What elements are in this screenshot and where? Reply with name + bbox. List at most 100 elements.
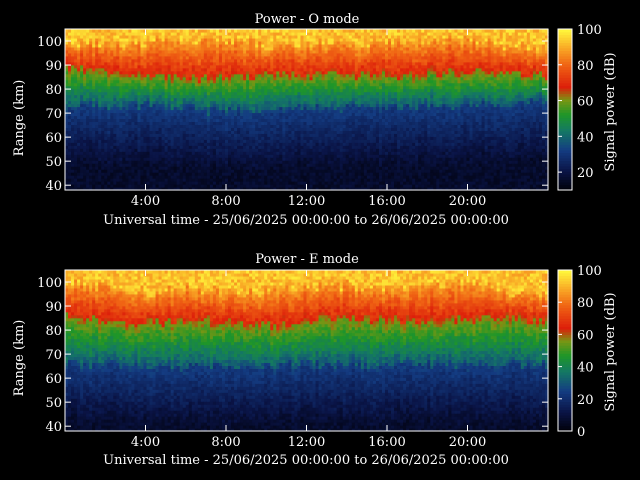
heatmap-cell (68, 145, 72, 149)
heatmap-cell (113, 94, 117, 99)
heatmap-cell (104, 31, 108, 36)
heatmap-cell (95, 82, 99, 87)
heatmap-cell (65, 166, 69, 170)
heatmap-cell (119, 142, 123, 146)
heatmap-cell (173, 142, 178, 146)
heatmap-cell (113, 73, 117, 78)
heatmap-cell (128, 85, 133, 90)
heatmap-cell (206, 49, 211, 54)
heatmap-cell (243, 70, 247, 75)
heatmap-cell (158, 115, 163, 120)
heatmap-cell (234, 29, 238, 33)
heatmap-cell (218, 55, 223, 60)
heatmap-cell (155, 61, 160, 66)
heatmap-cell (194, 109, 199, 114)
heatmap-cell (231, 67, 235, 72)
heatmap-cell (209, 61, 214, 66)
heatmap-cell (243, 82, 247, 87)
heatmap-cell (194, 73, 199, 78)
heatmap-cell (224, 157, 229, 161)
heatmap-cell (228, 43, 232, 48)
heatmap-cell (240, 91, 244, 96)
heatmap-cell (173, 145, 178, 149)
heatmap-cell (228, 124, 232, 128)
heatmap-cell (170, 100, 175, 105)
heatmap-cell (140, 40, 145, 45)
heatmap-cell (158, 55, 163, 60)
heatmap-cell (68, 139, 72, 143)
heatmap-cell (80, 148, 84, 152)
heatmap-cell (188, 121, 193, 126)
heatmap-cell (65, 169, 69, 173)
heatmap-cell (185, 82, 190, 87)
heatmap-cell (140, 52, 145, 57)
heatmap-cell (194, 55, 199, 60)
heatmap-cell (209, 58, 214, 63)
heatmap-cell (173, 127, 178, 131)
heatmap-cell (161, 70, 166, 75)
heatmap-cell (83, 136, 87, 140)
heatmap-cell (224, 118, 229, 123)
heatmap-cell (149, 133, 154, 137)
heatmap-cell (221, 73, 226, 78)
heatmap-cell (161, 130, 166, 134)
heatmap-cell (194, 97, 199, 102)
heatmap-cell (167, 118, 172, 123)
heatmap-cell (231, 103, 235, 108)
heatmap-cell (200, 103, 205, 108)
heatmap-cell (80, 55, 84, 60)
heatmap-cell (209, 166, 214, 170)
heatmap-cell (158, 91, 163, 96)
heatmap-cell (188, 37, 193, 42)
heatmap-cell (83, 37, 87, 42)
heatmap-cell (185, 118, 190, 123)
heatmap-cell (185, 148, 190, 152)
heatmap-cell (158, 31, 163, 36)
heatmap-cell (77, 55, 81, 60)
heatmap-cell (152, 103, 157, 108)
heatmap-cell (179, 79, 184, 84)
heatmap-cell (83, 58, 87, 63)
heatmap-cell (131, 112, 136, 117)
heatmap-cell (110, 166, 114, 170)
heatmap-cell (107, 136, 111, 140)
heatmap-cell (104, 115, 108, 120)
heatmap-cell (164, 139, 169, 143)
heatmap-cell (71, 29, 75, 33)
heatmap-cell (98, 76, 102, 81)
heatmap-cell (191, 184, 196, 188)
heatmap-cell (206, 46, 211, 51)
heatmap-cell (89, 67, 93, 72)
heatmap-cell (95, 184, 99, 188)
heatmap-cell (113, 187, 117, 191)
heatmap-cell (146, 169, 151, 173)
heatmap-cell (92, 64, 96, 69)
heatmap-cell (77, 43, 81, 48)
heatmap-cell (194, 91, 199, 96)
heatmap-cell (71, 133, 75, 137)
heatmap-cell (107, 52, 111, 57)
heatmap-cell (140, 103, 145, 108)
heatmap-cell (89, 136, 93, 140)
heatmap-cell (224, 115, 229, 120)
heatmap-cell (197, 46, 202, 51)
heatmap-cell (179, 29, 184, 33)
heatmap-cell (122, 166, 126, 170)
heatmap-cell (149, 157, 154, 161)
heatmap-cell (185, 34, 190, 39)
heatmap-cell (134, 157, 139, 161)
heatmap-cell (86, 160, 90, 164)
heatmap-cell (140, 154, 145, 158)
heatmap-cell (206, 133, 211, 137)
heatmap-cell (140, 49, 145, 54)
heatmap-cell (200, 85, 205, 90)
heatmap-cell (113, 29, 117, 33)
heatmap-cell (152, 154, 157, 158)
heatmap-cell (185, 91, 190, 96)
heatmap-cell (140, 187, 145, 191)
heatmap-cell (215, 31, 220, 36)
heatmap-cell (101, 73, 105, 78)
heatmap-cell (203, 178, 208, 182)
heatmap-cell (218, 169, 223, 173)
heatmap-cell (231, 181, 235, 185)
